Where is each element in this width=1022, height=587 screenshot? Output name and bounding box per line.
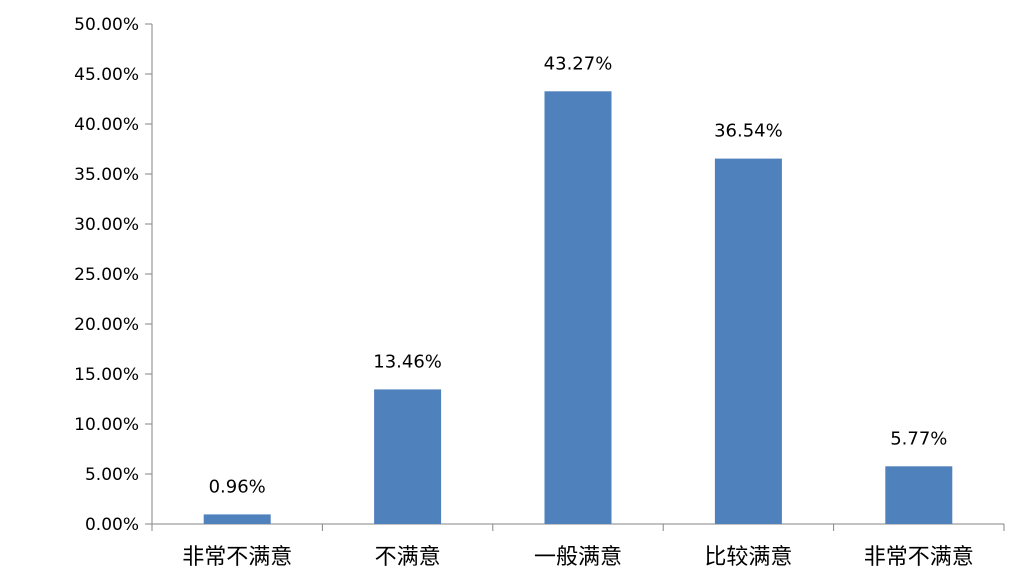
- x-category-label: 不满意: [375, 545, 441, 570]
- y-tick-label: 15.00%: [74, 365, 139, 385]
- y-tick-label: 45.00%: [74, 65, 139, 85]
- y-tick-label: 35.00%: [74, 165, 139, 185]
- x-axis: 非常不满意 不满意 一般满意 比较满意 非常不满意: [151, 523, 1005, 570]
- y-tick-label: 20.00%: [74, 315, 139, 335]
- y-axis: 0.00% 5.00% 10.00% 15.00% 20.00% 25.00% 30.00%…: [74, 15, 153, 535]
- x-category-label: 比较满意: [704, 545, 792, 570]
- bar-data-label: 5.77%: [890, 428, 947, 449]
- bar: [544, 91, 612, 525]
- y-tick-label: 50.00%: [74, 15, 139, 35]
- bar: [885, 466, 953, 524]
- bar-data-label: 0.96%: [209, 476, 266, 497]
- y-tick-label: 0.00%: [85, 515, 139, 535]
- x-category-label: 非常不满意: [864, 545, 974, 570]
- bar: [374, 389, 442, 524]
- x-category-label: 一般满意: [534, 545, 622, 570]
- y-tick-label: 25.00%: [74, 265, 139, 285]
- bar-data-label: 43.27%: [544, 53, 613, 74]
- y-tick-label: 30.00%: [74, 215, 139, 235]
- bar: [203, 514, 271, 524]
- bar: [714, 158, 782, 524]
- x-category-label: 非常不满意: [182, 545, 292, 570]
- y-tick-label: 40.00%: [74, 115, 139, 135]
- y-tick-label: 5.00%: [85, 465, 139, 485]
- bar-data-label: 36.54%: [714, 121, 783, 142]
- y-tick-label: 10.00%: [74, 415, 139, 435]
- bar-data-label: 13.46%: [373, 351, 442, 372]
- bar-series: 0.96% 13.46% 43.27% 36.54% 5.77%: [203, 53, 953, 525]
